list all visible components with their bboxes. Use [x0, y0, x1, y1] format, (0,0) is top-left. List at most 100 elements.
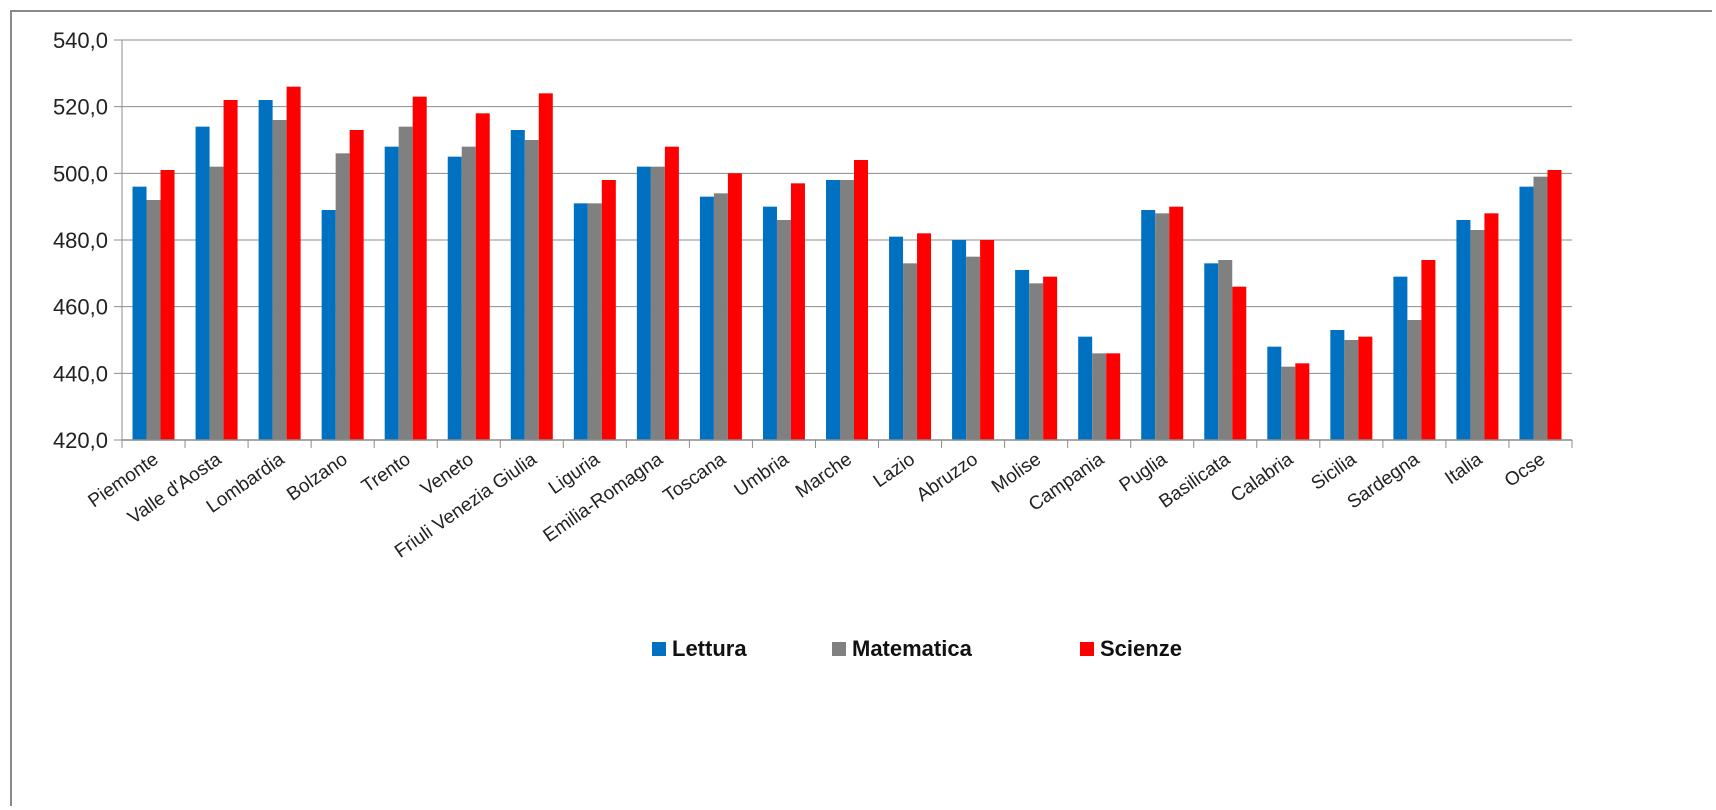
legend-swatch-scienze [1080, 642, 1094, 656]
y-tick-label: 520,0 [53, 95, 108, 120]
bar-lettura-5 [447, 156, 462, 440]
bar-matematica-11 [840, 180, 854, 440]
bar-matematica-8 [650, 166, 665, 440]
y-tick-label: 500,0 [53, 161, 108, 186]
x-axis [121, 439, 1573, 448]
bar-matematica-2 [272, 120, 287, 440]
chart-frame: 420,0 440,0 460,0 480,0 500,0 520,0 540,0 Piem… [10, 10, 1712, 806]
bar-scienze-5 [475, 113, 490, 440]
bar-lettura-15 [1078, 336, 1093, 440]
x-category-label: Basilicata [1155, 449, 1234, 513]
bar-matematica-16 [1155, 213, 1170, 440]
bar-lettura-12 [889, 236, 904, 440]
bar-lettura-4 [384, 146, 399, 440]
bar-lettura-0 [132, 186, 147, 440]
bar-lettura-19 [1330, 330, 1345, 440]
bar-scienze-18 [1295, 363, 1310, 440]
x-category-label: Lazio [870, 449, 919, 492]
bar-matematica-18 [1281, 366, 1296, 440]
bar-lettura-2 [258, 100, 273, 440]
bar-scienze-15 [1106, 353, 1121, 440]
bar-matematica-7 [587, 203, 602, 440]
bar-matematica-22 [1533, 176, 1548, 440]
y-tick-label: 420,0 [53, 428, 108, 453]
y-tick-label: 540,0 [53, 28, 108, 53]
x-category-label: Toscana [660, 449, 730, 507]
bar-matematica-1 [209, 166, 224, 440]
bar-scienze-11 [854, 160, 868, 440]
bar-scienze-8 [664, 146, 679, 440]
x-category-label: Marche [792, 449, 856, 503]
x-category-label: Sardegna [1344, 449, 1424, 514]
bar-lettura-3 [321, 210, 336, 440]
bar-matematica-14 [1029, 283, 1044, 440]
bar-scienze-2 [286, 86, 301, 441]
bar-scienze-4 [412, 96, 427, 441]
bar-scienze-6 [538, 93, 553, 440]
bar-lettura-16 [1141, 210, 1156, 440]
bars [132, 86, 1562, 441]
bar-scienze-13 [980, 240, 995, 440]
bar-matematica-19 [1344, 340, 1359, 440]
bar-matematica-6 [524, 140, 539, 440]
bar-lettura-9 [699, 196, 714, 440]
y-tick-label: 460,0 [53, 295, 108, 320]
bar-lettura-11 [826, 180, 840, 440]
bar-lettura-6 [510, 130, 525, 440]
bar-matematica-3 [335, 153, 350, 441]
bar-scienze-17 [1232, 286, 1247, 440]
bar-scienze-16 [1169, 206, 1184, 440]
x-category-label: Ocse [1501, 449, 1549, 492]
bar-lettura-7 [573, 203, 588, 440]
bar-lettura-1 [195, 126, 210, 441]
bar-matematica-5 [461, 146, 476, 440]
bar-matematica-12 [903, 263, 918, 440]
bar-scienze-9 [727, 173, 742, 441]
x-category-label: Italia [1441, 449, 1486, 489]
bar-lettura-20 [1393, 276, 1408, 440]
bar-matematica-20 [1407, 320, 1422, 440]
bar-matematica-10 [776, 220, 791, 440]
bar-lettura-22 [1519, 186, 1534, 440]
bar-scienze-14 [1043, 276, 1058, 440]
bar-scienze-10 [790, 183, 805, 441]
bar-scienze-20 [1421, 260, 1436, 440]
bar-scienze-7 [601, 180, 616, 440]
bar-lettura-13 [952, 240, 967, 440]
bar-scienze-3 [349, 130, 364, 440]
bar-chart: 420,0 440,0 460,0 480,0 500,0 520,0 540,0 Piem… [53, 28, 1573, 661]
bar-lettura-18 [1267, 346, 1282, 440]
bar-matematica-21 [1470, 230, 1485, 440]
x-category-label: Emilia-Romagna [540, 449, 667, 547]
x-category-label: Sicilia [1308, 449, 1361, 495]
legend-swatch-lettura [652, 642, 666, 656]
bar-lettura-14 [1015, 270, 1030, 440]
bar-scienze-19 [1358, 336, 1373, 440]
legend-swatch-matematica [832, 642, 846, 656]
legend-label-scienze: Scienze [1100, 636, 1182, 661]
y-axis-ticks: 420,0 440,0 460,0 480,0 500,0 520,0 540,0 [53, 28, 123, 453]
x-category-label: Umbria [731, 449, 794, 502]
bar-matematica-17 [1218, 260, 1233, 440]
bar-matematica-0 [146, 200, 161, 440]
x-category-label: Trento [358, 449, 414, 497]
legend-label-lettura: Lettura [672, 636, 747, 661]
bar-scienze-12 [917, 233, 932, 440]
bar-matematica-15 [1092, 353, 1107, 440]
bar-matematica-13 [966, 256, 981, 440]
bar-matematica-4 [398, 126, 413, 441]
x-category-label: Calabria [1227, 449, 1297, 507]
bar-scienze-1 [223, 100, 238, 440]
bar-scienze-21 [1484, 213, 1499, 440]
legend-label-matematica: Matematica [852, 636, 973, 661]
y-tick-label: 440,0 [53, 361, 108, 386]
bar-matematica-9 [713, 193, 728, 440]
bar-scienze-0 [160, 170, 175, 440]
x-category-label: Abruzzo [913, 449, 982, 506]
legend: Lettura Matematica Scienze [652, 636, 1182, 661]
bar-lettura-8 [636, 166, 651, 440]
bar-lettura-10 [762, 206, 777, 440]
y-tick-label: 480,0 [53, 228, 108, 253]
x-category-label: Bolzano [283, 449, 351, 506]
